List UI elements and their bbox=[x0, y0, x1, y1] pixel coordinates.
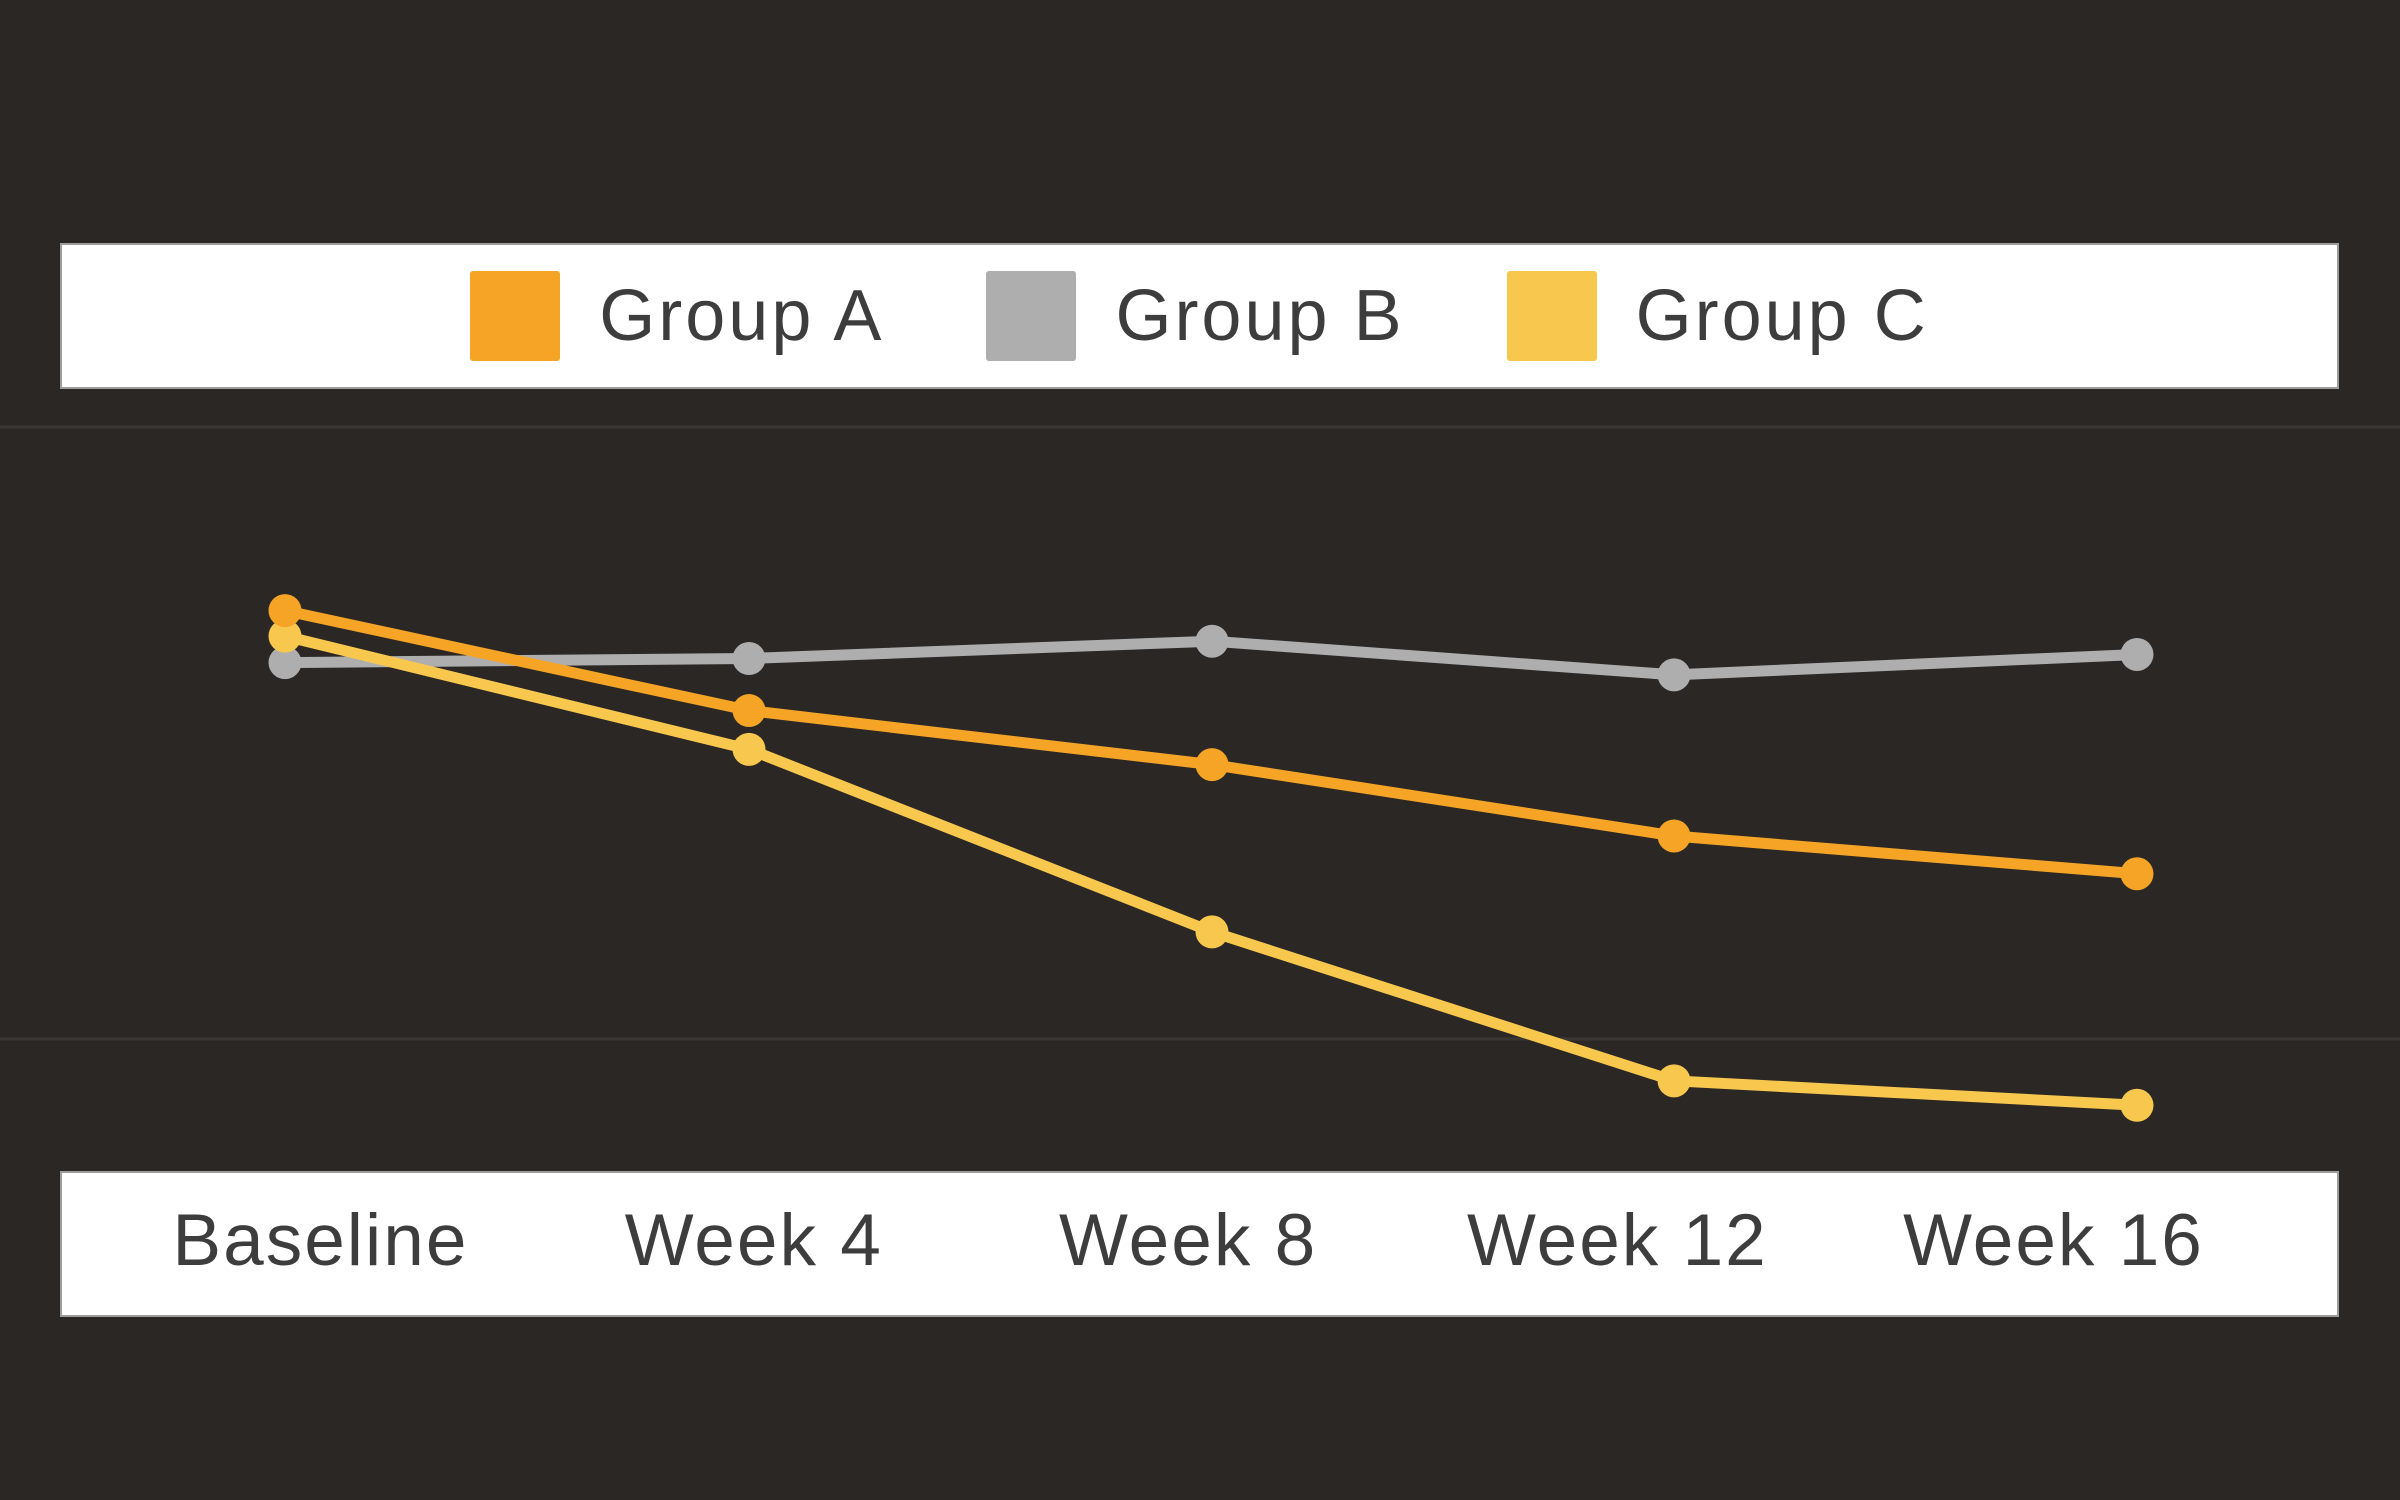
legend-label-group-c: Group C bbox=[1635, 276, 1929, 356]
data-point-group-a-week-4 bbox=[732, 694, 766, 728]
legend-item-group-c[interactable]: Group C bbox=[1506, 271, 1929, 361]
x-axis-label-week-8: Week 8 bbox=[1059, 1200, 1318, 1282]
data-point-group-a-week-16 bbox=[2120, 857, 2154, 891]
data-point-group-c-week-12 bbox=[1657, 1064, 1691, 1098]
data-point-group-c-week-4 bbox=[732, 732, 766, 766]
data-point-group-c-week-16 bbox=[2120, 1088, 2154, 1122]
x-axis-label-week-16: Week 16 bbox=[1903, 1200, 2204, 1282]
legend-panel: Group A Group B Group C bbox=[60, 243, 2339, 389]
data-point-group-b-baseline bbox=[268, 646, 302, 680]
x-axis-label-week-12: Week 12 bbox=[1467, 1200, 1768, 1282]
x-axis-label-baseline: Baseline bbox=[172, 1200, 469, 1282]
data-point-group-b-week-12 bbox=[1657, 658, 1691, 692]
legend-item-group-b[interactable]: Group B bbox=[986, 271, 1404, 361]
data-point-group-c-baseline bbox=[268, 619, 302, 653]
x-axis-label-week-4: Week 4 bbox=[624, 1200, 883, 1282]
data-point-group-b-week-8 bbox=[1195, 624, 1229, 658]
series-line-group-c bbox=[279, 630, 2143, 1111]
legend: Group A Group B Group C bbox=[62, 245, 2337, 387]
data-point-group-b-week-16 bbox=[2120, 637, 2154, 671]
data-point-group-c-week-8 bbox=[1195, 915, 1229, 949]
data-point-group-b-week-4 bbox=[732, 642, 766, 676]
data-point-group-a-week-12 bbox=[1657, 819, 1691, 853]
data-point-group-a-week-8 bbox=[1195, 748, 1229, 782]
data-point-group-a-baseline bbox=[268, 594, 302, 628]
legend-label-group-b: Group B bbox=[1115, 276, 1405, 356]
group-c-swatch-icon bbox=[1506, 271, 1597, 361]
group-b-swatch-icon bbox=[986, 271, 1077, 361]
legend-item-group-a[interactable]: Group A bbox=[470, 271, 884, 361]
legend-label-group-a: Group A bbox=[599, 276, 885, 356]
group-a-swatch-icon bbox=[470, 271, 561, 361]
x-axis-panel: Baseline Week 4 Week 8 Week 12 Week 16 bbox=[60, 1171, 2339, 1317]
